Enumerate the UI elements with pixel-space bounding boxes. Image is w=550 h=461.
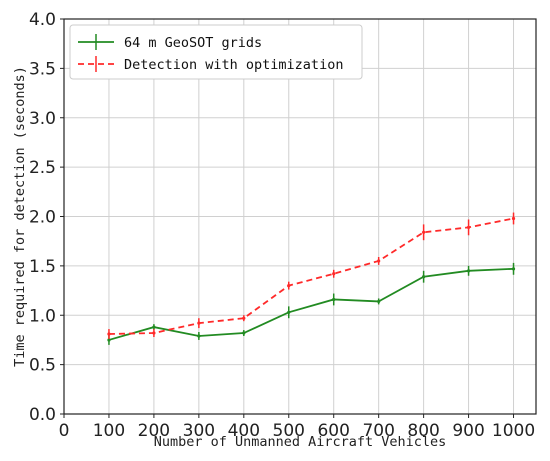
legend-items: 64 m GeoSOT grids Detection with optimiza… bbox=[78, 34, 343, 73]
x-tick-label: 500 bbox=[273, 421, 305, 441]
series-64-m-geosot-grids bbox=[107, 262, 516, 345]
series-line bbox=[108, 217, 514, 335]
x-tick-label: 800 bbox=[407, 421, 439, 441]
x-tick-label: 1000 bbox=[492, 421, 535, 441]
data-point bbox=[466, 269, 471, 273]
y-tick-label: 2.0 bbox=[29, 208, 56, 228]
data-point bbox=[287, 310, 291, 314]
y-tick-label: 3.0 bbox=[29, 109, 56, 129]
data-series bbox=[107, 212, 516, 345]
data-point bbox=[422, 230, 426, 234]
y-tick-label: 3.5 bbox=[29, 59, 56, 79]
x-tick-label: 900 bbox=[452, 421, 484, 441]
legend-box bbox=[69, 24, 363, 80]
legend-label: Detection with optimization bbox=[124, 57, 343, 73]
data-point bbox=[242, 316, 246, 320]
axis-ticks: 0 100 200 300 400 500 600 700 800 900 1000 0.0 0.5 1.… bbox=[29, 10, 535, 441]
data-point bbox=[511, 267, 516, 271]
data-point bbox=[377, 299, 381, 304]
x-tick-label: 0 bbox=[59, 421, 70, 441]
series-line bbox=[108, 267, 514, 341]
y-tick-label: 2.5 bbox=[29, 158, 56, 178]
y-tick-label: 0.5 bbox=[29, 356, 56, 376]
data-point bbox=[287, 284, 291, 288]
x-tick-label: 100 bbox=[93, 421, 125, 441]
y-tick-label: 1.5 bbox=[29, 257, 56, 277]
data-point bbox=[107, 332, 111, 336]
x-axis-label: Number of Unmanned Aircraft Vehicles bbox=[154, 434, 447, 450]
data-point bbox=[422, 275, 426, 279]
data-point bbox=[152, 325, 156, 329]
y-axis-label: Time required for detection (seconds) bbox=[12, 66, 28, 367]
x-tick-label: 300 bbox=[183, 421, 215, 441]
series-detection-with-optimization bbox=[107, 212, 516, 339]
data-point bbox=[332, 272, 336, 276]
x-tick-label: 700 bbox=[362, 421, 394, 441]
legend: 64 m GeoSOT grids Detection with optimiza… bbox=[69, 24, 363, 80]
data-point bbox=[332, 297, 336, 302]
y-tick-label: 0.0 bbox=[29, 405, 56, 425]
y-tick-label: 4.0 bbox=[29, 10, 56, 30]
data-point bbox=[511, 216, 516, 221]
data-point bbox=[466, 225, 471, 229]
data-point bbox=[242, 331, 246, 335]
x-tick-label: 200 bbox=[138, 421, 170, 441]
data-point bbox=[152, 331, 156, 335]
data-point bbox=[197, 321, 201, 325]
legend-label: 64 m GeoSOT grids bbox=[124, 35, 262, 51]
x-tick-label: 600 bbox=[317, 421, 349, 441]
data-point bbox=[377, 259, 381, 263]
x-tick-label: 400 bbox=[228, 421, 260, 441]
data-point bbox=[107, 338, 111, 342]
y-tick-label: 1.0 bbox=[29, 306, 56, 326]
data-point bbox=[197, 334, 201, 338]
